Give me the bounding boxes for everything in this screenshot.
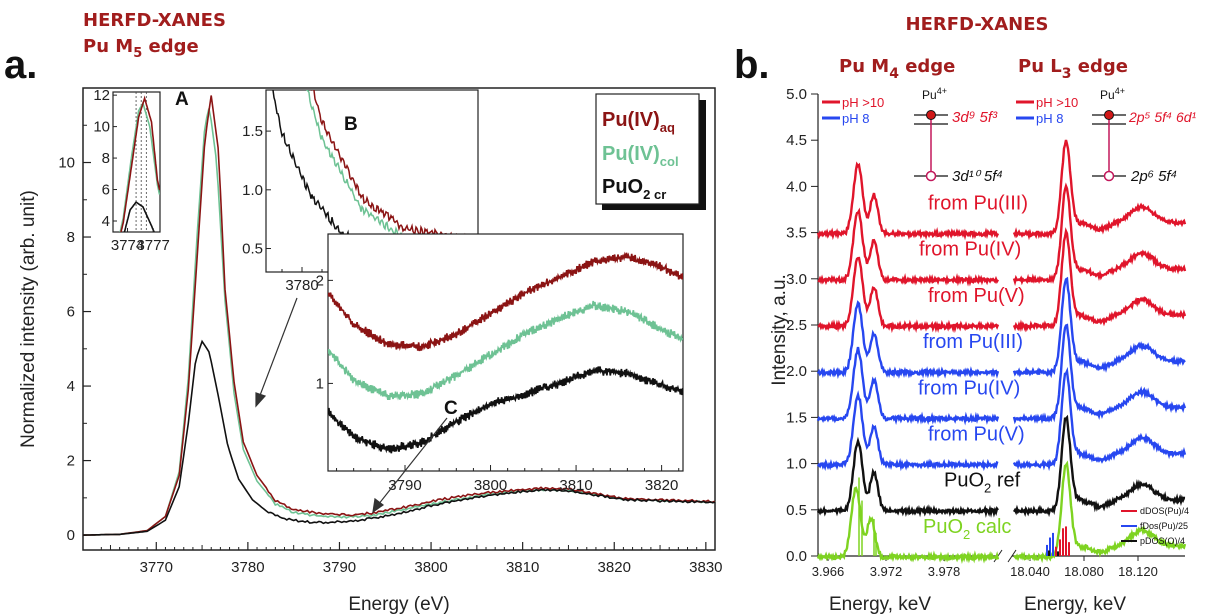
inset-peak-zoom: 468101237743777 xyxy=(93,87,170,265)
x-tick-label: 3770 xyxy=(140,559,173,576)
y-tick-label: 6 xyxy=(67,304,75,321)
inset-b-y-label: 1.5 xyxy=(242,123,263,140)
trace-label: from Pu(V) xyxy=(928,424,1025,446)
inset-peak-y-label: 10 xyxy=(93,119,110,136)
m4-upper-state: 3d⁹ 5f³ xyxy=(952,109,998,126)
panel-b-y-tick-label: 4.0 xyxy=(786,178,807,195)
inset-peak-frame xyxy=(113,92,160,232)
svg-text:fDos(Pu)/25: fDos(Pu)/25 xyxy=(1140,521,1188,531)
m4-lower-state: 3d¹⁰ 5f⁴ xyxy=(952,168,1003,185)
panel-a-xlabel: Energy (eV) xyxy=(348,594,449,614)
panel-a-label: a. xyxy=(4,43,37,87)
panel-b-y-tick-label: 1.0 xyxy=(786,456,807,473)
panel-b-m4-x-label: 3.972 xyxy=(870,564,903,579)
trace-label: from Pu(IV) xyxy=(918,377,1020,399)
panel-b-ylabel: Intensity, a.u. xyxy=(769,274,790,386)
x-tick-label: 3780 xyxy=(231,559,264,576)
y-tick-label: 0 xyxy=(67,527,75,544)
energy-diagram-m4: Pu4+ 3d⁹ 5f³ 3d¹⁰ 5f⁴ xyxy=(914,86,1003,185)
panel-b: HERFD-XANES b. Pu M4 edge Pu L3 edge 0.0… xyxy=(734,14,1197,614)
inset-peak-y-label: 6 xyxy=(102,182,110,199)
peak-label-b: B xyxy=(344,114,358,135)
inset-c-x-label: 3820 xyxy=(645,477,678,494)
svg-text:Pu4+: Pu4+ xyxy=(922,86,947,102)
trace-label: from Pu(III) xyxy=(928,193,1028,215)
inset-c-frame xyxy=(328,234,683,471)
inset-c-x-label: 3810 xyxy=(559,477,592,494)
panel-b-trace-labels: from Pu(III) from Pu(IV) from Pu(V) from Pu… xyxy=(918,193,1028,542)
svg-text:pH >10: pH >10 xyxy=(1036,95,1078,110)
arrow-b-head xyxy=(256,393,265,406)
y-tick-label: 4 xyxy=(67,378,75,395)
x-tick-label: 3820 xyxy=(598,559,631,576)
inset-c-y-label: 2 xyxy=(316,272,324,289)
inset-c-x-label: 3800 xyxy=(474,477,507,494)
svg-text:dDOS(Pu)/4: dDOS(Pu)/4 xyxy=(1140,506,1189,516)
svg-text:pDOS(O)/4: pDOS(O)/4 xyxy=(1140,536,1185,546)
x-tick-label: 3800 xyxy=(414,559,447,576)
panel-a-header: HERFD-XANES xyxy=(83,10,226,31)
trace-label: from Pu(III) xyxy=(923,331,1023,353)
l3-lower-state: 2p⁶ 5f⁴ xyxy=(1130,168,1177,185)
trace-label: from Pu(IV) xyxy=(919,239,1021,261)
trace-label: PuO2 ref xyxy=(944,470,1021,496)
panel-b-y-tick-label: 1.5 xyxy=(786,409,807,426)
panel-b-y-tick-label: 3.5 xyxy=(786,225,807,242)
inset-peak-y-label: 8 xyxy=(102,150,110,167)
panel-b-ph-legend-l3: pH >10 pH 8 xyxy=(1016,95,1078,126)
y-tick-label: 10 xyxy=(58,155,75,172)
panel-b-ph-legend-m4: pH >10 pH 8 xyxy=(822,95,884,126)
peak-label-a: A xyxy=(175,89,189,110)
panel-b-l3-x-label: 18.120 xyxy=(1118,564,1158,579)
svg-text:Pu4+: Pu4+ xyxy=(1100,86,1125,102)
x-tick-label: 3810 xyxy=(506,559,539,576)
inset-peak-x-label: 3777 xyxy=(136,237,169,254)
x-tick-label: 3830 xyxy=(689,559,722,576)
panel-b-l3-x-label: 18.080 xyxy=(1064,564,1104,579)
energy-diagram-l3: Pu4+ 2p⁵ 5f⁴ 6d¹ 2p⁶ 5f⁴ xyxy=(1092,86,1197,185)
panel-b-m4-title: Pu M4 edge xyxy=(839,56,955,82)
panel-b-m4-x-label: 3.978 xyxy=(928,564,961,579)
panel-b-y-tick-label: 0.5 xyxy=(786,502,807,519)
inset-b-y-label: 0.5 xyxy=(242,241,263,258)
inset-b-y-label: 1.0 xyxy=(242,182,263,199)
peak-label-c: C xyxy=(444,398,458,419)
panel-b-label: b. xyxy=(734,43,770,87)
panel-b-l3-x-label: 18.040 xyxy=(1010,564,1050,579)
svg-text:pH 8: pH 8 xyxy=(842,111,869,126)
inset-b-x-label: 3780 xyxy=(285,277,318,294)
y-tick-label: 8 xyxy=(67,229,75,246)
panel-b-y-tick-label: 4.5 xyxy=(786,132,807,149)
panel-a-ylabel: Normalized intensity (arb. unit) xyxy=(18,190,39,448)
panel-b-xlabel-m4: Energy, keV xyxy=(829,594,931,614)
svg-text:pH 8: pH 8 xyxy=(1036,111,1063,126)
l3-trace-red xyxy=(1014,140,1185,236)
panel-a: HERFD-XANES Pu M5 edge a. 3770 3780 3790 38… xyxy=(4,0,723,614)
arrow-b xyxy=(259,298,297,398)
panel-b-l3-title: Pu L3 edge xyxy=(1018,56,1128,82)
inset-peak-y-label: 4 xyxy=(102,213,110,230)
trace-label: from Pu(V) xyxy=(928,285,1025,307)
svg-text:pH >10: pH >10 xyxy=(842,95,884,110)
dos-legend: dDOS(Pu)/4 fDos(Pu)/25 pDOS(O)/4 xyxy=(1121,506,1189,546)
panel-a-legend: Pu(IV)aq Pu(IV)col PuO2 cr xyxy=(596,94,706,210)
panel-a-edge-title: Pu M5 edge xyxy=(83,36,199,61)
inset-c-y-label: 1 xyxy=(316,375,324,392)
x-tick-label: 3790 xyxy=(323,559,356,576)
panel-b-y-tick-label: 5.0 xyxy=(786,86,807,103)
panel-b-y-tick-label: 0.0 xyxy=(786,548,807,565)
l3-upper-state: 2p⁵ 5f⁴ 6d¹ xyxy=(1128,109,1197,125)
inset-peak-y-label: 12 xyxy=(93,87,110,104)
panel-b-header: HERFD-XANES xyxy=(906,14,1049,35)
y-tick-label: 2 xyxy=(67,453,75,470)
panel-b-xlabel-l3: Energy, keV xyxy=(1024,594,1126,614)
trace-label: PuO2 calc xyxy=(923,516,1011,542)
panel-b-m4-x-label: 3.966 xyxy=(812,564,845,579)
